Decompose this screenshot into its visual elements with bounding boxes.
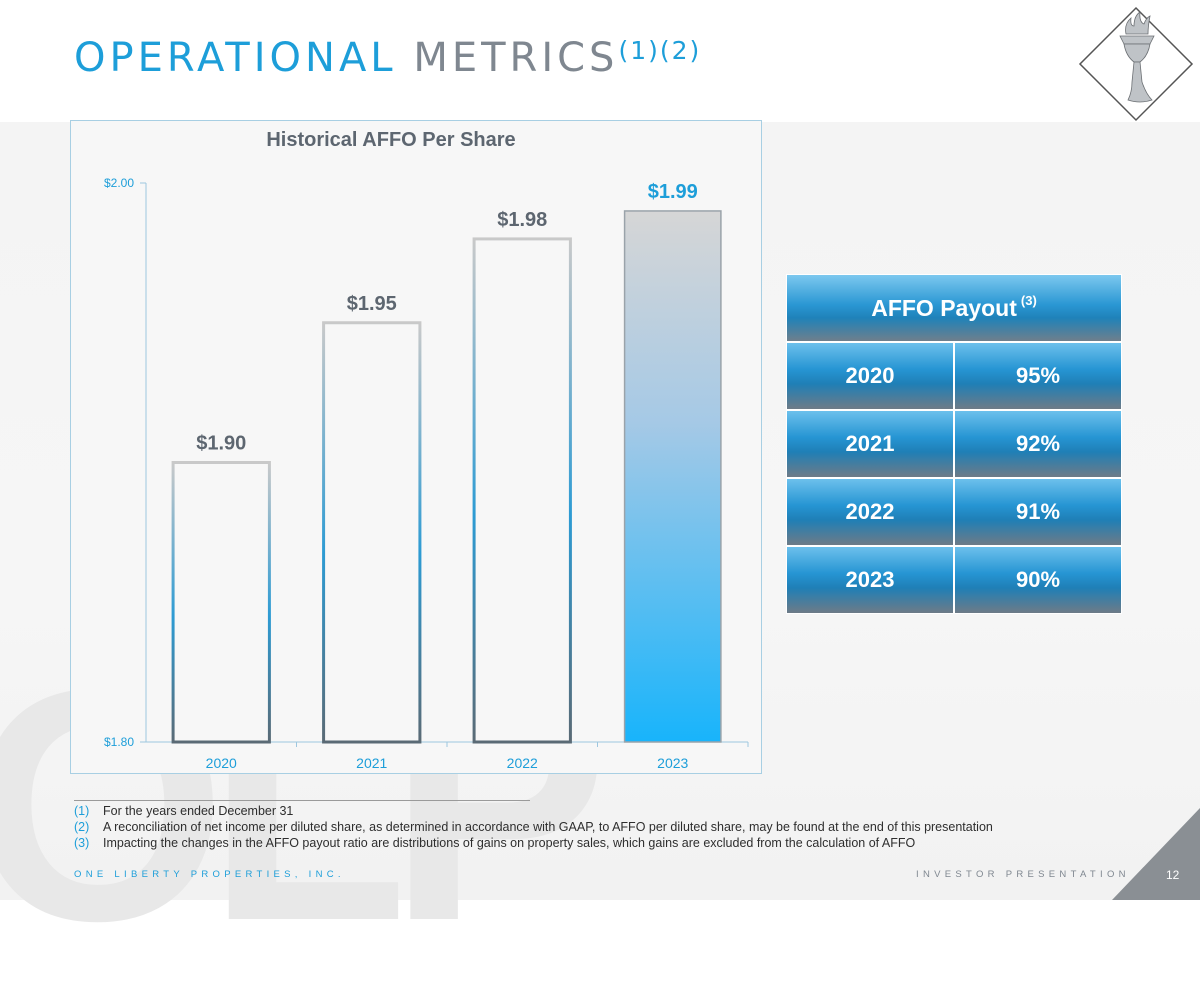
bar-2020	[171, 461, 271, 744]
payout-header-footnote-ref: (3)	[1020, 292, 1037, 308]
payout-percent: 92%	[954, 410, 1122, 478]
payout-percent: 90%	[954, 546, 1122, 614]
bar-2021	[322, 321, 422, 744]
payout-year: 2020	[786, 342, 954, 410]
payout-year: 2023	[786, 546, 954, 614]
statue-of-liberty-torch-icon	[1078, 6, 1194, 122]
payout-percent: 95%	[954, 342, 1122, 410]
bar-value-label: $1.90	[196, 433, 246, 455]
x-tick-label: 2020	[206, 755, 237, 771]
y-tick-label: $2.00	[104, 176, 134, 190]
footnote: (3) Impacting the changes in the AFFO pa…	[74, 835, 1184, 851]
footnote-number: (2)	[74, 820, 90, 834]
payout-year: 2021	[786, 410, 954, 478]
payout-table-header: AFFO Payout (3)	[786, 274, 1122, 342]
footnote-divider	[74, 800, 530, 801]
footnote-text: A reconciliation of net income per dilut…	[103, 820, 993, 834]
bar-value-label: $1.95	[347, 293, 397, 315]
footnote-number: (3)	[74, 836, 90, 850]
payout-row: 2022 91%	[786, 478, 1122, 546]
title-footnote-ref: (1)(2)	[618, 36, 702, 65]
footnote: (1) For the years ended December 31	[74, 803, 1184, 819]
page-number-tab	[1112, 808, 1200, 900]
y-tick-label: $1.80	[104, 735, 134, 749]
payout-header-label: AFFO Payout	[871, 294, 1017, 321]
bar-2022	[472, 237, 572, 744]
payout-row: 2021 92%	[786, 410, 1122, 478]
title-gray-part: METRICS	[413, 35, 619, 81]
x-tick-label: 2021	[356, 755, 387, 771]
bar-value-label: $1.98	[497, 209, 547, 231]
payout-percent: 91%	[954, 478, 1122, 546]
affo-chart-panel: Historical AFFO Per Share $1.80 $2.00 $1.…	[70, 120, 762, 774]
bar-2023	[623, 210, 722, 743]
footnote-text: Impacting the changes in the AFFO payout…	[103, 836, 916, 850]
bar-value-label: $1.99	[648, 181, 698, 203]
footnotes: (1) For the years ended December 31 (2) …	[74, 803, 1184, 851]
footer-company-name: ONE LIBERTY PROPERTIES, INC.	[74, 869, 345, 880]
page-title: OPERATIONAL METRICS(1)(2)	[74, 38, 701, 78]
payout-year: 2022	[786, 478, 954, 546]
x-tick-label: 2023	[657, 755, 688, 771]
page-number: 12	[1166, 868, 1180, 882]
footnote-number: (1)	[74, 804, 90, 818]
payout-row: 2020 95%	[786, 342, 1122, 410]
footnote-text: For the years ended December 31	[103, 804, 294, 818]
payout-row: 2023 90%	[786, 546, 1122, 614]
affo-payout-table: AFFO Payout (3) 2020 95% 2021 92% 2022 91…	[786, 274, 1122, 614]
affo-bar-chart: Historical AFFO Per Share $1.80 $2.00 $1.…	[104, 129, 749, 771]
x-tick-label: 2022	[507, 755, 538, 771]
footnote: (2) A reconciliation of net income per d…	[74, 819, 1184, 835]
chart-title: Historical AFFO Per Share	[266, 129, 515, 151]
footer-presentation-label: INVESTOR PRESENTATION	[916, 869, 1130, 880]
title-colored-part: OPERATIONAL	[74, 35, 397, 81]
